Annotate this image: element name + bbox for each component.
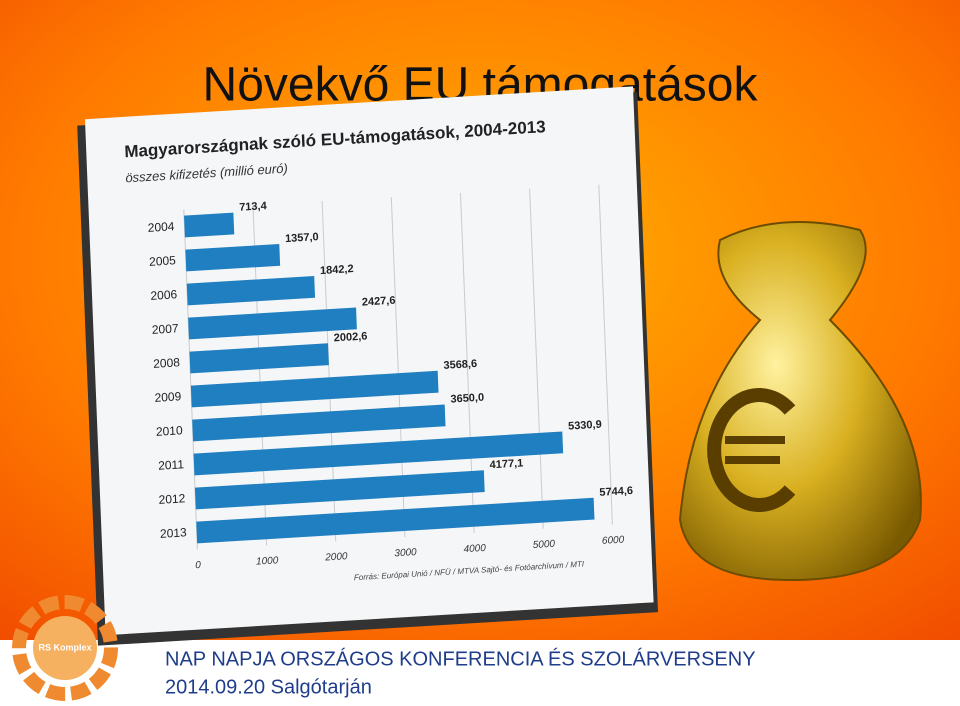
x-tick-label: 4000: [463, 543, 486, 555]
value-label: 5744,6: [599, 485, 633, 499]
value-label: 713,4: [239, 200, 268, 214]
x-tick-label: 0: [195, 560, 201, 571]
x-tick-label: 6000: [602, 535, 625, 547]
y-tick-label: 2007: [152, 321, 180, 337]
value-label: 3650,0: [450, 392, 484, 406]
y-tick-label: 2013: [160, 525, 188, 541]
bar: [192, 404, 446, 442]
logo-core: [33, 616, 97, 680]
bar: [184, 212, 235, 238]
bar: [189, 343, 329, 374]
x-tick-label: 5000: [533, 539, 556, 551]
value-label: 1842,2: [320, 263, 354, 277]
bar: [185, 243, 281, 272]
value-label: 5330,9: [568, 419, 602, 433]
y-tick-label: 2010: [156, 423, 184, 439]
y-tick-label: 2011: [158, 457, 185, 473]
bar: [194, 470, 485, 510]
euro-arc: [707, 388, 796, 512]
logo-ring: [12, 595, 118, 701]
y-tick-label: 2012: [158, 491, 186, 507]
logo: RS Komplex: [12, 595, 118, 701]
bag: [678, 221, 922, 582]
bar: [193, 431, 564, 476]
value-label: 4177,1: [489, 457, 523, 471]
bar: [186, 275, 316, 306]
footer-line: 2014.09.20 Salgótarján: [165, 676, 372, 698]
money-bag: [678, 221, 922, 582]
bar: [190, 370, 439, 408]
bar: [188, 307, 357, 340]
y-tick-label: 2005: [149, 253, 177, 269]
y-tick-label: 2004: [147, 219, 175, 235]
y-tick-label: 2006: [150, 287, 178, 303]
logo-text: RS Komplex: [38, 642, 91, 652]
x-tick-label: 3000: [394, 547, 417, 559]
footer-band: [0, 640, 960, 701]
value-label: 2427,6: [362, 295, 396, 309]
value-label: 3568,6: [443, 358, 477, 372]
x-tick-label: 2000: [324, 551, 348, 563]
bar: [196, 497, 595, 544]
x-tick-label: 1000: [256, 555, 279, 567]
chart-panel: Magyarországnak szóló EU-támogatások, 20…: [77, 86, 659, 646]
y-tick-label: 2009: [154, 389, 182, 405]
y-tick-label: 2008: [153, 355, 181, 371]
value-label: 2002,6: [334, 330, 368, 344]
grid-line: [598, 184, 613, 525]
grid-line: [529, 188, 544, 529]
footer-line: NAP NAPJA ORSZÁGOS KONFERENCIA ÉS SZOLÁR…: [165, 647, 756, 670]
value-label: 1357,0: [285, 231, 319, 245]
